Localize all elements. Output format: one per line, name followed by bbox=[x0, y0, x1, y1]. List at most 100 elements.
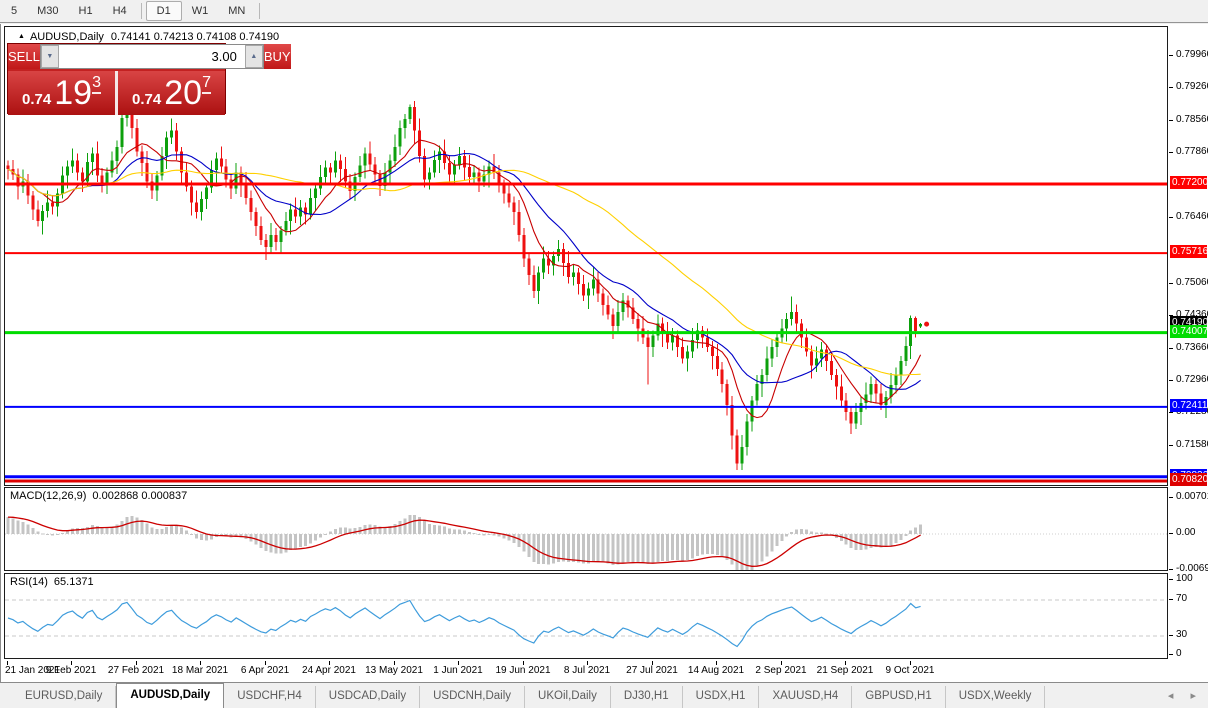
chart-tabs-bar: EURUSD,Daily AUDUSD,Daily USDCHF,H4 USDCAD,… bbox=[0, 682, 1208, 708]
date-label: 9 Oct 2021 bbox=[885, 665, 935, 676]
symbol-title: AUDUSD,Daily bbox=[29, 31, 104, 43]
volume-decrease-button[interactable]: ▼ bbox=[40, 45, 59, 68]
date-tick-mark bbox=[910, 661, 911, 665]
date-tick-mark bbox=[523, 661, 524, 665]
date-tick-mark bbox=[652, 661, 653, 665]
date-tick-mark bbox=[329, 661, 330, 665]
rsi-pane[interactable]: RSI(14) 65.1371 bbox=[4, 573, 1168, 659]
axis-tick-mark bbox=[1169, 533, 1173, 534]
axis-tick-mark bbox=[1169, 412, 1173, 413]
axis-tick-mark bbox=[1169, 579, 1173, 580]
macd-scale-label: 0.007015 bbox=[1176, 491, 1208, 502]
buy-price[interactable]: 0.74 20 7 bbox=[118, 71, 225, 115]
toolbar-divider bbox=[259, 3, 261, 19]
date-label: 8 Jul 2021 bbox=[563, 665, 611, 676]
chart-tab-dj30[interactable]: DJ30,H1 bbox=[611, 686, 683, 708]
date-tick-mark bbox=[587, 661, 588, 665]
timeframe-button-h4[interactable]: H4 bbox=[112, 5, 127, 17]
collapse-triangle-icon[interactable]: ▲ bbox=[18, 33, 25, 40]
timeframe-button-h1[interactable]: H1 bbox=[78, 5, 93, 17]
rsi-canvas[interactable] bbox=[5, 574, 1167, 658]
chart-tab-usdcad[interactable]: USDCAD,Daily bbox=[316, 686, 421, 708]
price-line-badge: 0.75716 bbox=[1170, 245, 1208, 258]
price-line-badge: 0.70820 bbox=[1170, 473, 1208, 486]
chart-tab-usdcnh[interactable]: USDCNH,Daily bbox=[420, 686, 526, 708]
date-tick-mark bbox=[265, 661, 266, 665]
macd-scale-label: 0.00 bbox=[1176, 527, 1196, 538]
date-label: 19 Jun 2021 bbox=[495, 665, 551, 676]
macd-scale-label: -0.006921 bbox=[1176, 563, 1208, 574]
chart-tab-xauusd[interactable]: XAUUSD,H4 bbox=[759, 686, 853, 708]
timeframe-button-5[interactable]: 5 bbox=[11, 5, 18, 17]
sell-price[interactable]: 0.74 19 3 bbox=[8, 71, 115, 115]
timeframe-button-m30[interactable]: M30 bbox=[37, 5, 59, 17]
axis-tick-mark bbox=[1169, 380, 1173, 381]
chart-tab-gbpusd[interactable]: GBPUSD,H1 bbox=[852, 686, 946, 708]
timeframe-button-w1[interactable]: W1 bbox=[191, 5, 209, 17]
price-line-badge: 0.72411 bbox=[1170, 399, 1208, 412]
axis-tick-mark bbox=[1169, 55, 1173, 56]
rsi-scale-label: 100 bbox=[1176, 573, 1193, 584]
chart-tab-usdx[interactable]: USDX,Weekly bbox=[946, 686, 1046, 708]
date-tick-mark bbox=[136, 661, 137, 665]
axis-tick-mark bbox=[1169, 87, 1173, 88]
axis-tick-mark bbox=[1169, 445, 1173, 446]
timeframe-button-d1[interactable]: D1 bbox=[145, 1, 182, 21]
volume-input[interactable] bbox=[58, 45, 245, 68]
macd-pane[interactable]: MACD(12,26,9) 0.002868 0.000837 bbox=[4, 487, 1168, 571]
date-label: 9 Feb 2021 bbox=[45, 665, 97, 676]
date-label: 18 Mar 2021 bbox=[171, 665, 229, 676]
date-axis[interactable]: 21 Jan 2021 9 Feb 2021 27 Feb 2021 18 Mar 2… bbox=[4, 661, 1168, 681]
axis-tick-mark bbox=[1169, 120, 1173, 121]
date-label: 6 Apr 2021 bbox=[240, 665, 290, 676]
macd-label: MACD(12,26,9) 0.002868 0.000837 bbox=[10, 490, 188, 502]
toolbar-divider bbox=[140, 3, 142, 19]
price-line-badge: 0.77200 bbox=[1170, 176, 1208, 189]
date-tick-mark bbox=[71, 661, 72, 665]
up-arrow-icon: ▲ bbox=[250, 53, 258, 60]
buy-button[interactable]: BUY bbox=[263, 44, 291, 69]
volume-increase-button[interactable]: ▲ bbox=[244, 45, 263, 68]
chart-tab-usdchf[interactable]: USDCHF,H4 bbox=[224, 686, 316, 708]
sell-price-big: 19 bbox=[54, 74, 93, 112]
price-divider bbox=[115, 71, 118, 115]
rsi-scale-label: 0 bbox=[1176, 648, 1182, 659]
macd-canvas[interactable] bbox=[5, 488, 1167, 570]
tab-scroll-left-icon[interactable]: ◂ bbox=[1167, 690, 1174, 702]
macd-values: 0.002868 0.000837 bbox=[92, 490, 188, 502]
chart-tab-usdx[interactable]: USDX,H1 bbox=[683, 686, 760, 708]
timeframe-button-mn[interactable]: MN bbox=[228, 5, 246, 17]
chart-window: ▲ AUDUSD,Daily 0.74141 0.74213 0.74108 0.7… bbox=[0, 24, 1208, 682]
date-tick-mark bbox=[845, 661, 846, 665]
sell-button[interactable]: SELL bbox=[8, 44, 40, 69]
rsi-scale-label: 30 bbox=[1176, 629, 1188, 640]
date-label: 21 Sep 2021 bbox=[816, 665, 874, 676]
rsi-value: 65.1371 bbox=[53, 576, 94, 588]
tab-scroll-right-icon[interactable]: ▸ bbox=[1190, 690, 1196, 702]
axis-tick-mark bbox=[1169, 217, 1173, 218]
date-label: 1 Jun 2021 bbox=[433, 665, 483, 676]
price-chart-canvas[interactable] bbox=[5, 27, 1167, 485]
price-line-badge: 0.74007 bbox=[1170, 325, 1208, 338]
buy-price-prefix: 0.74 bbox=[132, 91, 162, 108]
chart-tab-eurusd[interactable]: EURUSD,Daily bbox=[12, 686, 117, 708]
symbol-ohlc-values: 0.74141 0.74213 0.74108 0.74190 bbox=[110, 31, 280, 43]
date-tick-mark bbox=[781, 661, 782, 665]
volume-stepper: ▼ ▲ bbox=[39, 44, 264, 69]
axis-tick-mark bbox=[1169, 654, 1173, 655]
date-label: 27 Feb 2021 bbox=[107, 665, 165, 676]
chart-tab-ukoil[interactable]: UKOil,Daily bbox=[525, 686, 611, 708]
chart-tab-audusd[interactable]: AUDUSD,Daily bbox=[116, 683, 225, 708]
